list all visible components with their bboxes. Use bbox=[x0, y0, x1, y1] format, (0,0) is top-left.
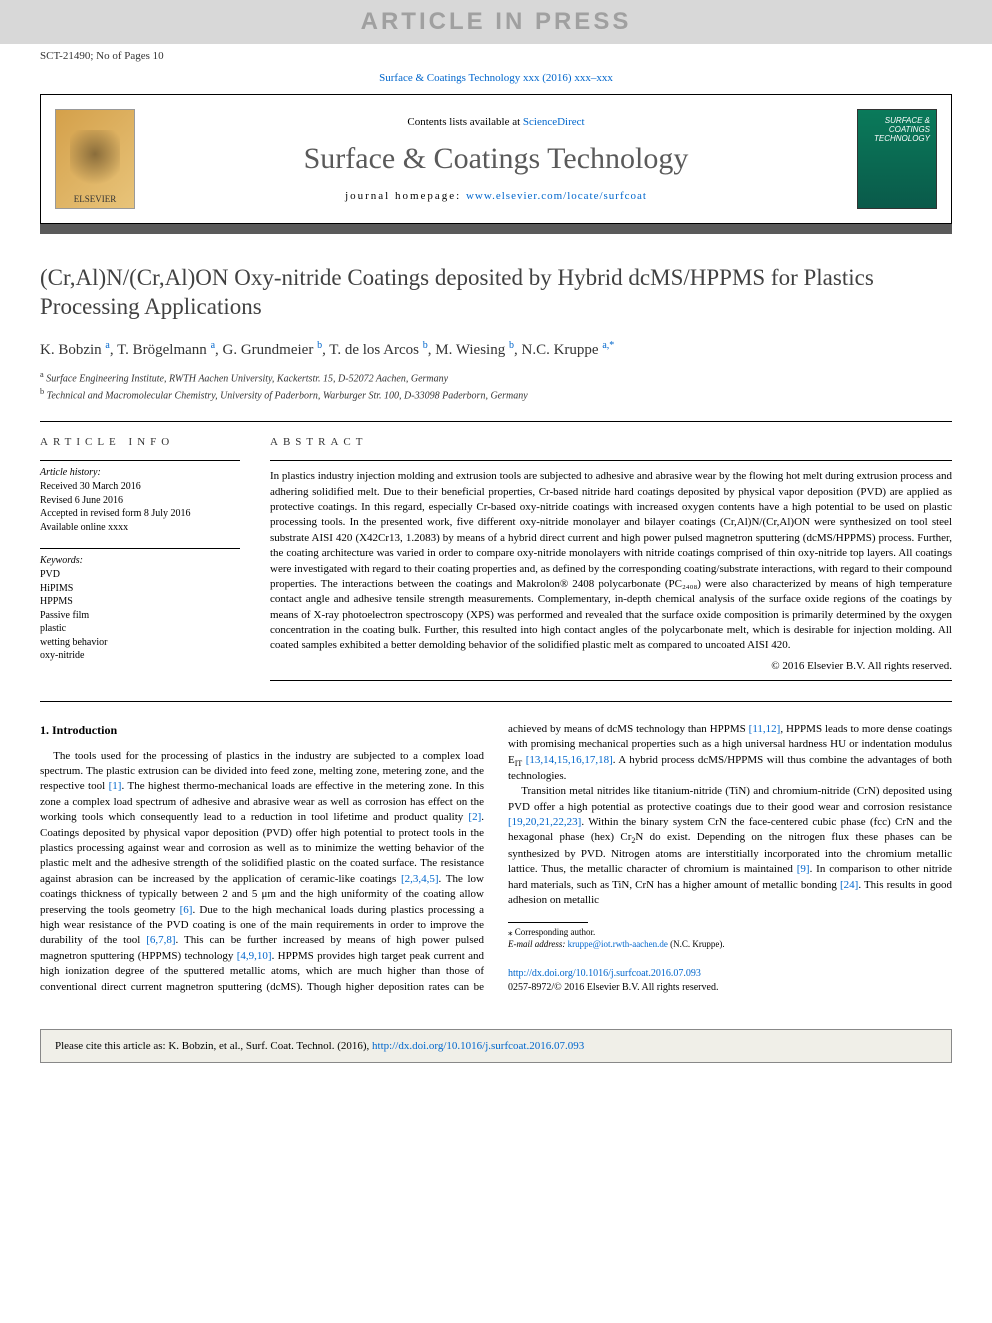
divider bbox=[270, 680, 952, 681]
divider bbox=[40, 701, 952, 702]
info-abstract-row: article info Article history: Received 3… bbox=[40, 436, 952, 681]
journal-header: ELSEVIER Contents lists available at Sci… bbox=[40, 94, 952, 224]
article-title: (Cr,Al)N/(Cr,Al)ON Oxy-nitride Coatings … bbox=[40, 264, 952, 322]
journal-ref-link[interactable]: Surface & Coatings Technology xxx (2016)… bbox=[0, 68, 992, 94]
header-center: Contents lists available at ScienceDirec… bbox=[151, 116, 841, 202]
article-info-column: article info Article history: Received 3… bbox=[40, 436, 240, 681]
journal-name: Surface & Coatings Technology bbox=[151, 142, 841, 176]
page-id: SCT-21490; No of Pages 10 bbox=[0, 44, 992, 68]
abstract-text: In plastics industry injection molding a… bbox=[270, 469, 952, 654]
abstract-column: abstract In plastics industry injection … bbox=[270, 436, 952, 681]
cite-prefix: Please cite this article as: K. Bobzin, … bbox=[55, 1040, 372, 1052]
corresponding-email[interactable]: kruppe@iot.rwth-aachen.de bbox=[568, 939, 668, 949]
journal-cover: SURFACE & COATINGS TECHNOLOGY bbox=[857, 109, 937, 209]
elsevier-tree-icon bbox=[70, 130, 120, 190]
article-info-label: article info bbox=[40, 436, 240, 448]
keywords-lines: PVDHiPIMSHPPMSPassive filmplasticwetting… bbox=[40, 568, 240, 663]
history-lines: Received 30 March 2016Revised 6 June 201… bbox=[40, 480, 240, 534]
body-columns: 1. Introduction The tools used for the p… bbox=[40, 722, 952, 995]
keywords-title: Keywords: bbox=[40, 555, 240, 566]
homepage-url[interactable]: www.elsevier.com/locate/surfcoat bbox=[466, 190, 647, 202]
cite-doi-link[interactable]: http://dx.doi.org/10.1016/j.surfcoat.201… bbox=[372, 1040, 584, 1052]
corresponding-author-footnote: ⁎ Corresponding author. E-mail address: … bbox=[508, 927, 952, 950]
contents-prefix: Contents lists available at bbox=[407, 116, 522, 128]
publisher-logo: ELSEVIER bbox=[55, 109, 135, 209]
abstract-label: abstract bbox=[270, 436, 952, 448]
divider bbox=[270, 460, 952, 461]
accent-bar bbox=[40, 224, 952, 234]
intro-heading: 1. Introduction bbox=[40, 722, 484, 739]
copyright: © 2016 Elsevier B.V. All rights reserved… bbox=[270, 660, 952, 672]
homepage-prefix: journal homepage: bbox=[345, 190, 466, 202]
doi-block: http://dx.doi.org/10.1016/j.surfcoat.201… bbox=[508, 967, 952, 995]
content-area: (Cr,Al)N/(Cr,Al)ON Oxy-nitride Coatings … bbox=[0, 234, 992, 1015]
affiliation: b Technical and Macromolecular Chemistry… bbox=[40, 386, 952, 403]
keywords-block: Keywords: PVDHiPIMSHPPMSPassive filmplas… bbox=[40, 548, 240, 663]
history-block: Article history: Received 30 March 2016R… bbox=[40, 460, 240, 534]
footnote-marker: ⁎ Corresponding author. bbox=[508, 927, 952, 939]
publisher-name: ELSEVIER bbox=[74, 194, 117, 204]
affiliation: a Surface Engineering Institute, RWTH Aa… bbox=[40, 369, 952, 386]
watermark-banner: ARTICLE IN PRESS bbox=[0, 0, 992, 44]
authors: K. Bobzin a, T. Brögelmann a, G. Grundme… bbox=[40, 340, 952, 359]
body-paragraph: Transition metal nitrides like titanium-… bbox=[508, 784, 952, 908]
issn-line: 0257-8972/© 2016 Elsevier B.V. All right… bbox=[508, 982, 718, 993]
cite-box: Please cite this article as: K. Bobzin, … bbox=[40, 1029, 952, 1063]
sciencedirect-link[interactable]: ScienceDirect bbox=[523, 116, 585, 128]
divider bbox=[40, 421, 952, 422]
doi-link[interactable]: http://dx.doi.org/10.1016/j.surfcoat.201… bbox=[508, 968, 701, 979]
homepage-line: journal homepage: www.elsevier.com/locat… bbox=[151, 190, 841, 202]
history-title: Article history: bbox=[40, 467, 240, 478]
email-label: E-mail address: bbox=[508, 939, 565, 949]
email-suffix: (N.C. Kruppe). bbox=[670, 939, 725, 949]
affiliations: a Surface Engineering Institute, RWTH Aa… bbox=[40, 369, 952, 404]
contents-line: Contents lists available at ScienceDirec… bbox=[151, 116, 841, 128]
footnote-divider bbox=[508, 922, 588, 923]
